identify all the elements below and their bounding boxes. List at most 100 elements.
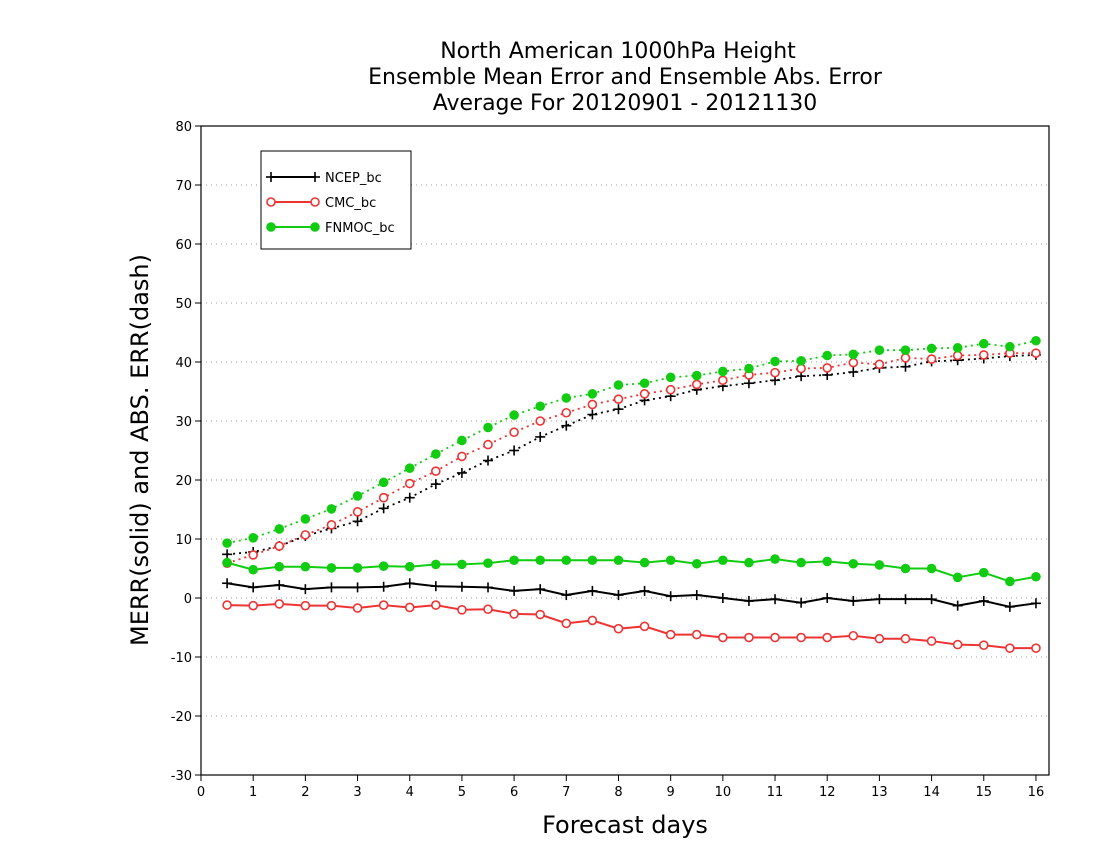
mean-error-point	[457, 604, 467, 615]
mean-error-point	[561, 618, 572, 629]
mean-error-point	[378, 561, 389, 571]
abs-error-point	[378, 492, 389, 503]
abs-error-point	[222, 538, 232, 548]
abs-error-point	[796, 363, 806, 374]
abs-error-point	[352, 507, 363, 517]
y-tick-label: -30	[171, 769, 192, 784]
mean-error-point	[300, 584, 311, 595]
x-tick-label: 0	[197, 785, 205, 800]
mean-error-point	[665, 629, 676, 640]
abs-error-point	[613, 394, 624, 404]
abs-error-point	[326, 520, 337, 530]
x-tick-label: 10	[715, 785, 732, 800]
mean-error-point	[274, 599, 285, 609]
mean-error-point	[457, 559, 467, 570]
abs-error-point	[457, 451, 467, 462]
x-tick-label: 5	[458, 785, 466, 800]
abs-error-point	[509, 427, 519, 438]
legend-box	[260, 150, 412, 250]
mean-error-point	[483, 604, 493, 615]
abs-error-point	[248, 550, 258, 560]
mean-error-point	[822, 556, 833, 567]
mean-error-point	[509, 585, 520, 596]
y-tick-label: -10	[171, 651, 192, 666]
mean-error-point	[509, 555, 519, 566]
mean-error-point	[639, 557, 650, 568]
abs-error-point	[561, 393, 572, 403]
title-line-1: North American 1000hPa Height	[440, 39, 796, 64]
mean-error-point	[1030, 598, 1041, 609]
mean-error-point	[743, 595, 754, 606]
abs-error-point	[1031, 348, 1041, 358]
abs-error-point	[378, 477, 389, 488]
abs-error-point	[222, 549, 233, 560]
legend-marker-start	[266, 222, 276, 232]
mean-error-point	[952, 639, 963, 650]
mean-error-point	[900, 594, 911, 605]
abs-error-point	[352, 516, 363, 527]
mean-error-point	[404, 602, 415, 613]
abs-error-point	[900, 353, 911, 363]
abs-error-point	[431, 449, 441, 459]
mean-error-point	[900, 633, 911, 644]
abs-error-point	[665, 384, 676, 395]
legend-marker-end	[310, 172, 320, 182]
abs-error-point	[1005, 341, 1015, 352]
series-fnmoc-bc	[222, 335, 1041, 587]
abs-error-point	[561, 407, 572, 418]
mean-error-point	[952, 600, 963, 611]
x-tick-label: 3	[353, 785, 361, 800]
abs-error-point	[535, 431, 546, 442]
mean-error-point	[874, 594, 885, 605]
abs-error-point	[404, 478, 415, 489]
series-cmc-bc	[222, 348, 1041, 653]
mean-error-point	[222, 578, 233, 589]
abs-error-point	[587, 389, 598, 399]
abs-error-point	[952, 350, 963, 361]
mean-error-point	[326, 563, 337, 573]
mean-error-point	[613, 590, 624, 601]
mean-error-point	[1031, 643, 1041, 653]
mean-error-point	[326, 600, 337, 611]
x-tick-label: 4	[406, 785, 414, 800]
mean-error-point	[978, 595, 989, 606]
abs-error-point	[1031, 335, 1041, 346]
x-tick-label: 16	[1028, 785, 1045, 800]
x-tick-label: 15	[975, 785, 992, 800]
abs-error-point	[848, 367, 859, 378]
abs-error-point	[718, 375, 728, 386]
abs-error-point	[300, 514, 311, 524]
abs-error-point	[952, 343, 963, 353]
mean-error-point	[248, 564, 258, 575]
legend-label: CMC_bc	[325, 196, 376, 211]
mean-error-point	[300, 600, 311, 611]
mean-error-point	[691, 629, 702, 640]
y-tick-label: 60	[175, 238, 192, 253]
abs-error-point	[822, 363, 833, 373]
mean-error-point	[770, 632, 780, 643]
mean-error-point	[274, 580, 285, 591]
abs-error-point	[691, 379, 702, 390]
y-tick-label: 20	[175, 474, 192, 489]
mean-error-point	[1005, 643, 1015, 653]
plot-frame	[200, 125, 1050, 776]
abs-error-point	[457, 435, 467, 446]
mean-error-point	[587, 555, 598, 566]
mean-error-point	[561, 590, 572, 601]
x-tick-label: 9	[667, 785, 675, 800]
abs-error-point	[535, 416, 546, 426]
abs-error-point	[770, 356, 780, 367]
mean-error-point	[796, 632, 806, 643]
legend-label: FNMOC_bc	[325, 221, 395, 236]
mean-error-point	[926, 594, 937, 605]
abs-error-point	[613, 404, 624, 415]
mean-error-point	[874, 633, 885, 644]
abs-error-point	[483, 455, 494, 466]
mean-error-point	[926, 563, 937, 574]
mean-error-point	[770, 554, 780, 564]
mean-error-point	[248, 600, 258, 611]
y-tick-label: -20	[171, 710, 192, 725]
abs-error-point	[613, 380, 624, 390]
mean-error-point	[639, 621, 650, 632]
